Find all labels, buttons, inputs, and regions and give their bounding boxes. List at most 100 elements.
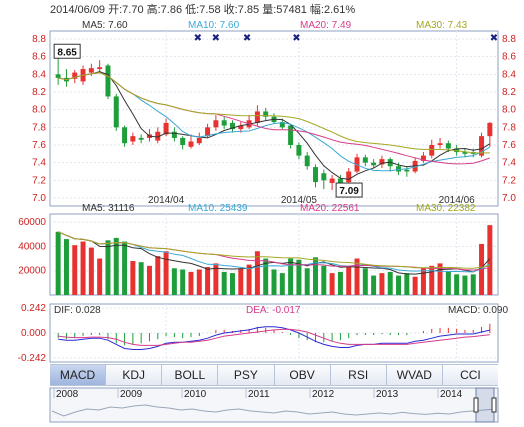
volume-ma-legend: MA5: 31116 MA10: 25439 MA20: 22561 MA30: 22… [82,203,476,214]
macd-label: MACD: 0.090 [448,305,508,316]
price-callouts: 8.65 7.09 [53,43,363,198]
price-y-tick-left: 7.2 [32,175,46,186]
tab-wvad[interactable]: WVAD [387,365,443,385]
volume-bar [271,269,277,295]
navigator-left-handle[interactable] [473,397,479,413]
macd-y-tick: 0.242 [21,303,46,314]
volume-bar [88,247,94,295]
price-y-tick-left: 8.4 [32,69,46,80]
macd-label: DEA: -0.017 [246,305,301,316]
candle-body [105,65,111,97]
candle-body [288,125,294,145]
volume-bar [180,269,186,295]
price-y-tick-right: 8.0 [502,105,516,116]
volume-bar [354,258,360,295]
price-x-tick: 2014/06 [439,195,476,206]
volume-bar [313,257,318,295]
volume-bar [379,273,385,295]
tab-cci[interactable]: CCI [460,368,481,382]
tab-psy[interactable]: PSY [218,365,275,385]
candle-body [263,111,269,117]
volume-y-tick: 20000 [18,266,46,277]
candle-body [362,157,368,163]
candle-body [72,72,78,79]
price-y-tick-right: 8.6 [502,52,516,63]
volume-bar [470,274,476,295]
range-navigator[interactable] [49,387,499,423]
price-ma-label: MA30: 7.43 [416,20,468,31]
candle-body [346,171,352,183]
volume-ma-label: MA30: 22382 [416,203,476,214]
price-ma-label: MA5: 7.60 [82,20,128,31]
volume-bar [113,237,119,295]
volume-bar [63,239,69,295]
price-y-tick-right: 7.4 [502,158,516,169]
navigator-year-label: 2008 [56,389,79,400]
volume-bar [196,269,202,295]
volume-bar [429,265,435,295]
macd-dea-line [58,328,490,346]
volume-bar [337,271,343,295]
price-y-tick-left: 8.6 [32,52,46,63]
volume-bar [230,273,235,295]
candle-body [279,122,285,128]
volume-ma-label: MA20: 22561 [300,203,360,214]
candle-body [138,137,144,140]
price-y-tick-left: 7.8 [32,122,46,133]
candle-body [329,178,335,183]
volume-bar [296,259,302,295]
candle-body [254,111,260,123]
candle-body [396,166,402,172]
volume-bar [122,241,128,295]
candle-body [445,143,451,149]
candle-body [196,137,202,144]
navigator-year-label: 2010 [184,389,207,400]
candle-body [479,136,485,156]
volume-bar [454,274,460,295]
volume-bar [329,273,335,295]
volume-bar [396,275,402,295]
volume-bar [362,268,368,295]
axis-labels: 8.8 8.8 8.6 8.6 8.4 8.4 8.2 8.2 8.0 8.0 7.8 7.8 7.6 7… [18,34,517,364]
volume-bar [171,268,177,295]
price-y-tick-left: 8.2 [32,87,46,98]
candle-body [230,122,235,130]
price-y-tick-right: 8.2 [502,87,516,98]
macd-marks [57,323,491,350]
low-callout-box [335,182,363,198]
low-callout-label: 7.09 [339,186,359,197]
price-y-tick-right: 7.8 [502,122,516,133]
high-callout-label: 8.65 [57,47,77,58]
macd-legend: DIF: 0.028 DEA: -0.017 MACD: 0.090 [54,305,508,316]
candle-body [387,159,393,167]
volume-ma-label: MA10: 25439 [188,203,248,214]
price-ma-label: MA20: 7.49 [300,20,352,31]
tab-kdj[interactable]: KDJ [106,365,163,385]
volume-bar [72,245,78,295]
macd-dif-line [58,326,490,350]
navigator-right-handle[interactable] [491,397,497,413]
tab-rsi[interactable]: RSI [331,365,387,385]
volume-marks [55,225,493,295]
navigator-year-label: 2013 [376,389,399,400]
tab-boll[interactable]: BOLL [162,365,219,385]
navigator-selection-window[interactable] [475,387,495,423]
candle-body [180,137,186,145]
volume-bar [346,265,352,295]
candle-body [313,167,318,183]
price-y-tick-right: 7.0 [502,193,516,204]
macd-y-tick: -0.242 [18,353,47,364]
tab-macd[interactable]: MACD [50,365,107,385]
candle-body [130,136,136,142]
volume-bar [205,267,211,295]
indicator-tabs: MACD KDJ BOLL PSY OBV RSI WVAD CCI [50,364,498,386]
candle-body [371,162,377,166]
event-marker: ✖ [194,33,202,44]
tab-obv[interactable]: OBV [275,365,331,385]
volume-ma-label: MA5: 31116 [82,203,135,214]
price-x-tick: 2014/04 [148,195,185,206]
candle-body [155,131,161,141]
navigator-marks: 2008 2009 2010 2011 2012 2013 2014 [51,387,497,423]
volume-bar [238,268,244,295]
candle-body [221,120,227,126]
